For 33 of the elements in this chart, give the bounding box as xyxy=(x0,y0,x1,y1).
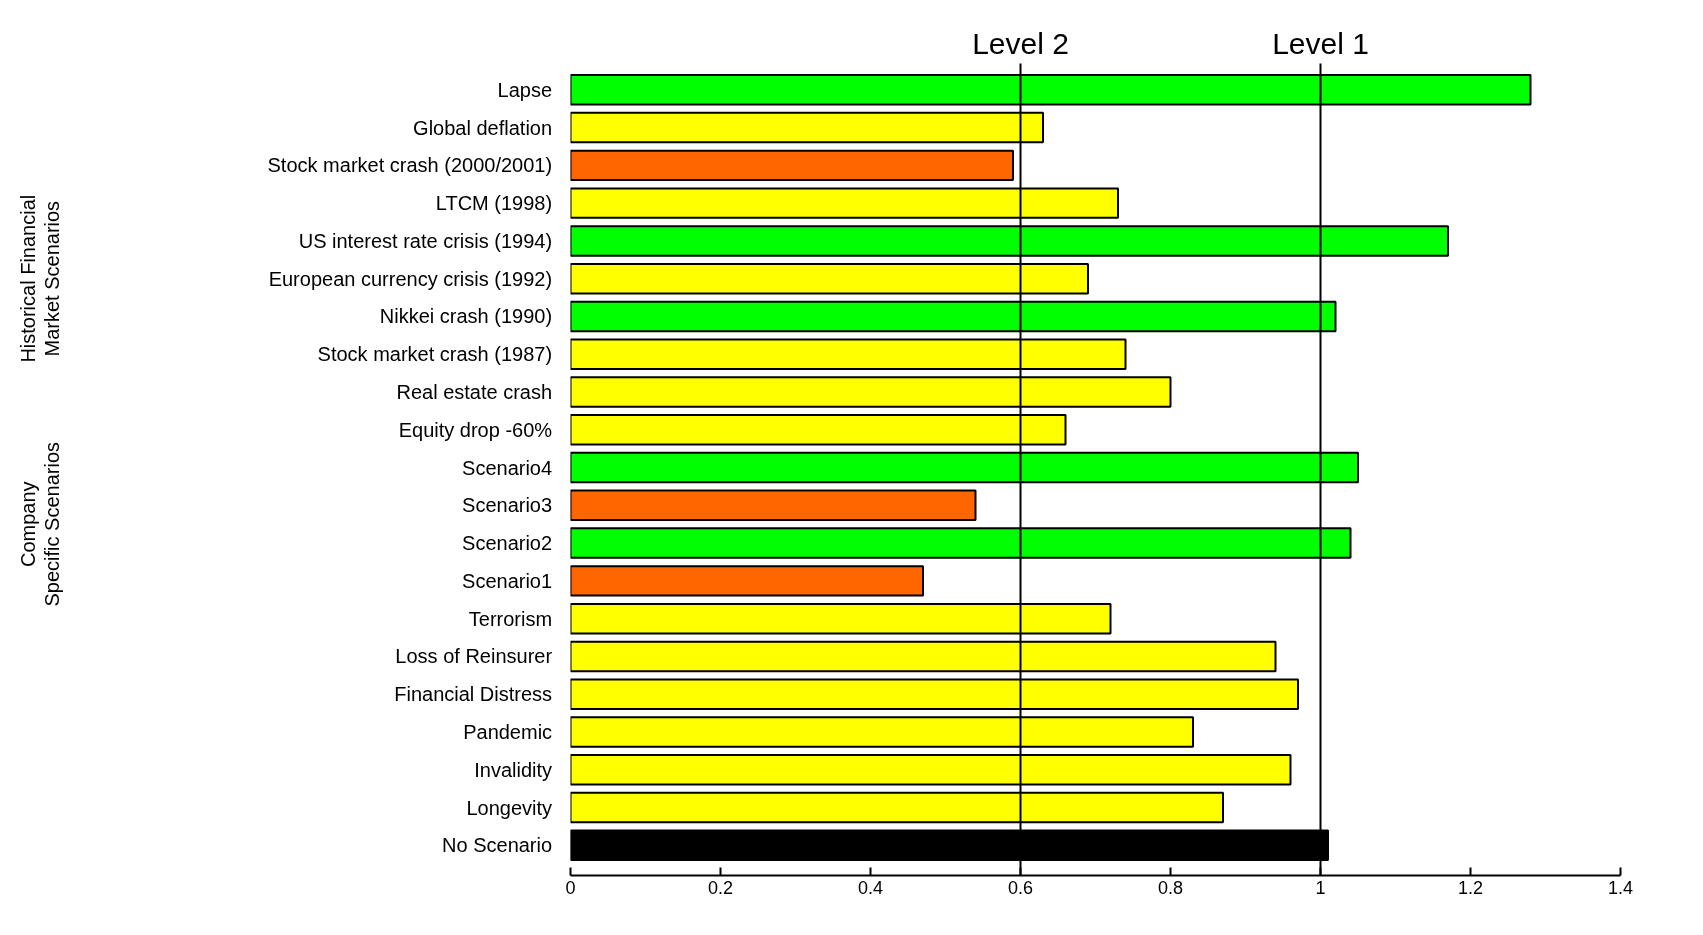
y-tick-label: No Scenario xyxy=(442,834,553,857)
x-tick-label: 0 xyxy=(565,877,576,898)
y-tick-label: Equity drop -60% xyxy=(398,418,553,441)
y-tick-label: Scenario1 xyxy=(462,569,553,592)
x-tick-label: 0.2 xyxy=(707,877,734,898)
x-tick-label: 0.8 xyxy=(1157,877,1184,898)
y-tick-label: Stock market crash (1987) xyxy=(317,343,553,366)
ref-line-label: Level 1 xyxy=(1272,26,1369,60)
y-tick-label: Real estate crash xyxy=(396,381,553,404)
x-tick-label: 0.6 xyxy=(1007,877,1034,898)
y-tick-label: Scenario4 xyxy=(462,456,553,479)
y-tick-label: US interest rate crisis (1994) xyxy=(298,229,553,252)
y-tick-label: Terrorism xyxy=(468,607,553,630)
y-tick-label: Loss of Reinsurer xyxy=(395,645,553,668)
y-tick-label: Scenario3 xyxy=(462,494,553,517)
y-tick-label: Stock market crash (2000/2001) xyxy=(267,154,553,177)
text: Historical Financial Market Scenarios xyxy=(16,194,63,363)
text: Company Specific Scenarios xyxy=(16,441,63,607)
x-tick-label: 1 xyxy=(1315,877,1326,898)
y-tick-label: Financial Distress xyxy=(394,683,553,706)
y-tick-label: LTCM (1998) xyxy=(435,192,553,215)
x-tick-label: 1.4 xyxy=(1607,877,1634,898)
y-tick-label: Scenario2 xyxy=(462,532,553,555)
y-tick-label: Invalidity xyxy=(474,758,553,781)
y-tick-label: Nikkei crash (1990) xyxy=(379,305,553,328)
x-tick-label: 1.2 xyxy=(1457,877,1484,898)
y-tick-label: Longevity xyxy=(466,796,553,819)
y-tick-label: Pandemic xyxy=(463,720,553,743)
ref-line-label: Level 2 xyxy=(972,26,1069,60)
y-tick-label: Lapse xyxy=(497,78,553,101)
x-tick-label: 0.4 xyxy=(857,877,884,898)
y-tick-label: European currency crisis (1992) xyxy=(268,267,553,290)
y-tick-label: Global deflation xyxy=(413,116,553,139)
